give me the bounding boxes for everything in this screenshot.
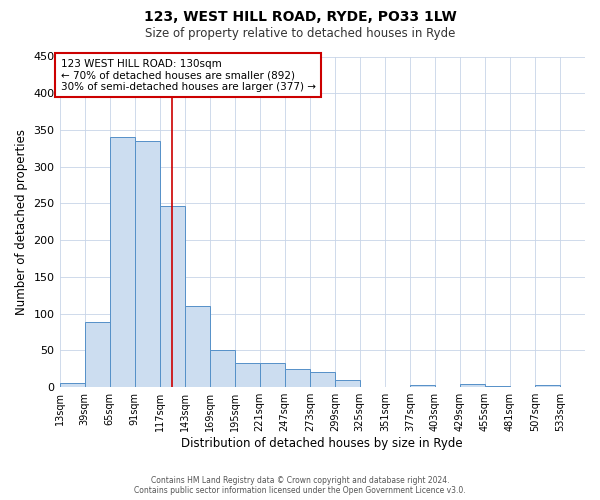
X-axis label: Distribution of detached houses by size in Ryde: Distribution of detached houses by size … — [181, 437, 463, 450]
Bar — [185, 306, 209, 387]
Bar — [410, 385, 435, 387]
Bar — [59, 383, 85, 387]
Bar — [285, 369, 310, 387]
Text: Size of property relative to detached houses in Ryde: Size of property relative to detached ho… — [145, 28, 455, 40]
Bar — [209, 350, 235, 387]
Text: Contains HM Land Registry data © Crown copyright and database right 2024.
Contai: Contains HM Land Registry data © Crown c… — [134, 476, 466, 495]
Text: 123, WEST HILL ROAD, RYDE, PO33 1LW: 123, WEST HILL ROAD, RYDE, PO33 1LW — [143, 10, 457, 24]
Bar — [310, 372, 335, 387]
Bar — [110, 136, 134, 387]
Bar — [235, 363, 260, 387]
Bar — [485, 386, 510, 387]
Bar — [134, 141, 160, 387]
Bar — [535, 385, 560, 387]
Y-axis label: Number of detached properties: Number of detached properties — [15, 129, 28, 315]
Bar — [85, 322, 110, 387]
Text: 123 WEST HILL ROAD: 130sqm
← 70% of detached houses are smaller (892)
30% of sem: 123 WEST HILL ROAD: 130sqm ← 70% of deta… — [61, 58, 316, 92]
Bar — [260, 363, 285, 387]
Bar — [460, 384, 485, 387]
Bar — [335, 380, 360, 387]
Bar — [160, 206, 185, 387]
